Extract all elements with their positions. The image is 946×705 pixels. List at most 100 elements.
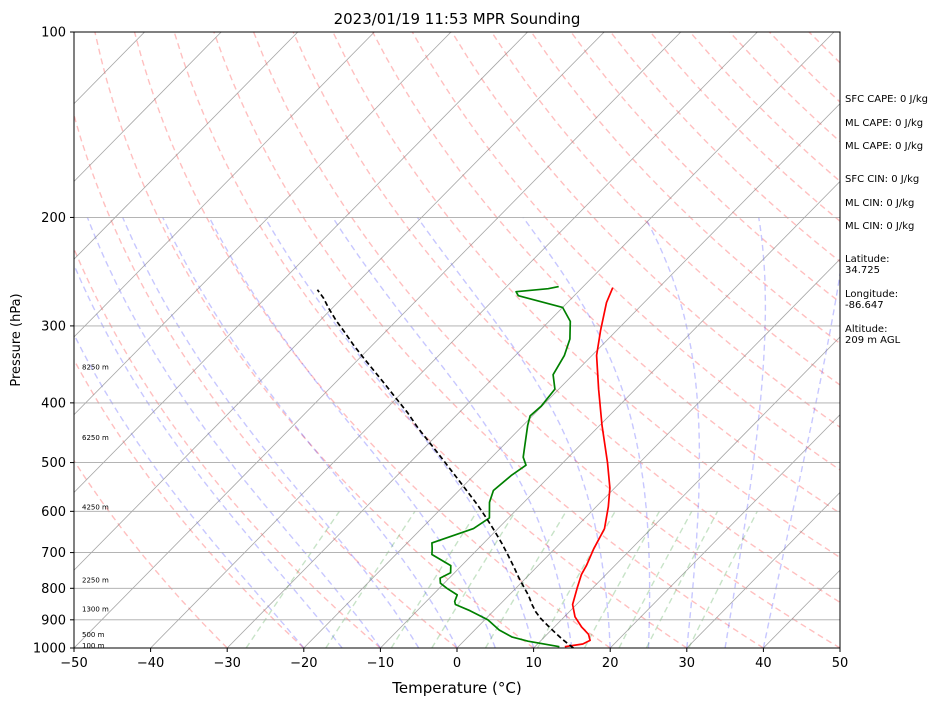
- x-tick-label: 50: [832, 656, 849, 671]
- moist-adiabat-line: [644, 217, 701, 648]
- y-tick-label: 1000: [33, 642, 66, 657]
- isotherm-line: [74, 32, 682, 648]
- dry-adiabat-line: [332, 32, 840, 559]
- y-tick-label: 500: [41, 456, 66, 471]
- mixing-ratio-line: [245, 510, 340, 648]
- height-label: 6250 m: [82, 434, 109, 442]
- x-tick-label: 20: [602, 656, 619, 671]
- dry-adiabat-line: [74, 112, 458, 648]
- isotherm-line: [226, 32, 835, 648]
- moist-adiabat-line: [416, 216, 611, 648]
- x-tick-label: −20: [290, 656, 317, 671]
- dry-adiabat-line: [173, 32, 688, 648]
- x-tick-label: 0: [453, 656, 461, 671]
- y-tick-label: 100: [41, 26, 66, 41]
- x-tick-label: −10: [367, 656, 394, 671]
- height-label: 8250 m: [82, 364, 109, 372]
- x-tick-label: −50: [60, 656, 87, 671]
- y-tick-label: 600: [41, 505, 66, 520]
- dry-adiabat-line: [292, 32, 840, 604]
- height-label: 2250 m: [82, 576, 109, 584]
- dry-adiabat-line: [451, 32, 840, 429]
- isotherm-line: [609, 414, 840, 648]
- isotherm-line: [380, 180, 840, 648]
- y-tick-label: 800: [41, 582, 66, 597]
- series-line-3: [316, 289, 574, 648]
- x-axis-label: Temperature (°C): [391, 679, 521, 697]
- param-latitude: Latitude: 34.725: [845, 254, 890, 276]
- moist-adiabat-line: [74, 333, 305, 648]
- series-layer: [316, 285, 614, 648]
- height-label: 4250 m: [82, 503, 109, 511]
- dry-adiabat-line: [530, 32, 840, 345]
- y-tick-label: 200: [41, 211, 66, 226]
- mixing-ratio-line: [325, 510, 416, 648]
- mixing-ratio-line: [583, 510, 661, 648]
- chart-title: 2023/01/19 11:53 MPR Sounding: [334, 10, 581, 28]
- mixing-ratio-line: [688, 510, 758, 648]
- moist-adiabat-line: [86, 217, 381, 648]
- height-label: 500 m: [82, 631, 105, 639]
- y-tick-label: 700: [41, 546, 66, 561]
- isotherm-line: [686, 491, 840, 648]
- param-altitude: Altitude: 209 m AGL: [845, 324, 901, 346]
- series-line-2: [431, 285, 572, 648]
- isotherm-line: [74, 32, 452, 416]
- param-ml-cin-2: ML CIN: 0 J/kg: [845, 221, 915, 232]
- x-tick-label: −30: [213, 656, 240, 671]
- dry-adiabat-line: [213, 32, 764, 648]
- x-tick-label: 10: [525, 656, 542, 671]
- moist-adiabat-line: [762, 269, 840, 648]
- y-axis-label: Pressure (hPa): [9, 293, 24, 386]
- dry-adiabat-line: [133, 32, 611, 648]
- moist-adiabat-line: [522, 216, 651, 648]
- plot-frame: [73, 31, 841, 649]
- param-ml-cape-2: ML CAPE: 0 J/kg: [845, 141, 924, 152]
- moist-adiabat-line: [264, 217, 535, 648]
- height-label: 100 m: [82, 642, 105, 650]
- isotherm-line: [533, 336, 840, 648]
- param-ml-cape-1: ML CAPE: 0 J/kg: [845, 118, 924, 129]
- height-labels: 8250 m 6250 m 4250 m 2250 m 1300 m 500 m 100 m: [82, 364, 109, 650]
- dry-adiabat-line: [94, 32, 535, 648]
- isotherm-line: [74, 32, 299, 260]
- mixing-ratio-line: [645, 510, 719, 648]
- isotherm-line: [74, 32, 375, 338]
- moist-adiabat-line: [74, 263, 343, 648]
- y-axis-ticks: 100 200 300 400 500 600 700 800 900 1000: [33, 26, 74, 657]
- height-label: 1300 m: [82, 606, 109, 614]
- dry-adiabat-line: [371, 32, 840, 515]
- dry-adiabat-line: [74, 247, 381, 648]
- isotherm-line: [150, 32, 758, 648]
- y-tick-label: 300: [41, 319, 66, 334]
- param-sfc-cin: SFC CIN: 0 J/kg: [845, 174, 920, 185]
- moist-adiabat-line: [122, 217, 420, 648]
- isotherm-line: [303, 103, 840, 648]
- y-tick-label: 900: [41, 613, 66, 628]
- isotherm-line: [74, 32, 528, 494]
- mixing-ratio-line: [431, 510, 516, 648]
- dry-adiabat-line: [491, 32, 840, 386]
- x-tick-label: 30: [679, 656, 696, 671]
- param-sfc-cape: SFC CAPE: 0 J/kg: [845, 94, 928, 105]
- series-line-1: [564, 287, 614, 648]
- y-tick-label: 400: [41, 396, 66, 411]
- dry-adiabat-line: [252, 32, 840, 648]
- isotherm-line: [74, 32, 222, 183]
- dry-adiabat-line: [570, 32, 840, 304]
- isotherm-line: [74, 32, 605, 571]
- param-ml-cin-1: ML CIN: 0 J/kg: [845, 198, 915, 209]
- dry-adiabat-line: [74, 459, 228, 648]
- x-axis-ticks: −50 −40 −30 −20 −10 0 10 20 30 40 50: [60, 648, 848, 671]
- mixing-ratio-line: [484, 510, 567, 648]
- param-longitude: Longitude: -86.647: [845, 289, 899, 311]
- pressure-gridlines: [74, 32, 840, 648]
- isotherm-line: [456, 258, 840, 648]
- background-reference-lines: [74, 32, 840, 648]
- moist-adiabat-line: [208, 217, 496, 648]
- x-tick-label: −40: [137, 656, 164, 671]
- dry-adiabat-line: [411, 32, 840, 471]
- x-tick-label: 40: [755, 656, 772, 671]
- dry-adiabat-line: [74, 358, 305, 648]
